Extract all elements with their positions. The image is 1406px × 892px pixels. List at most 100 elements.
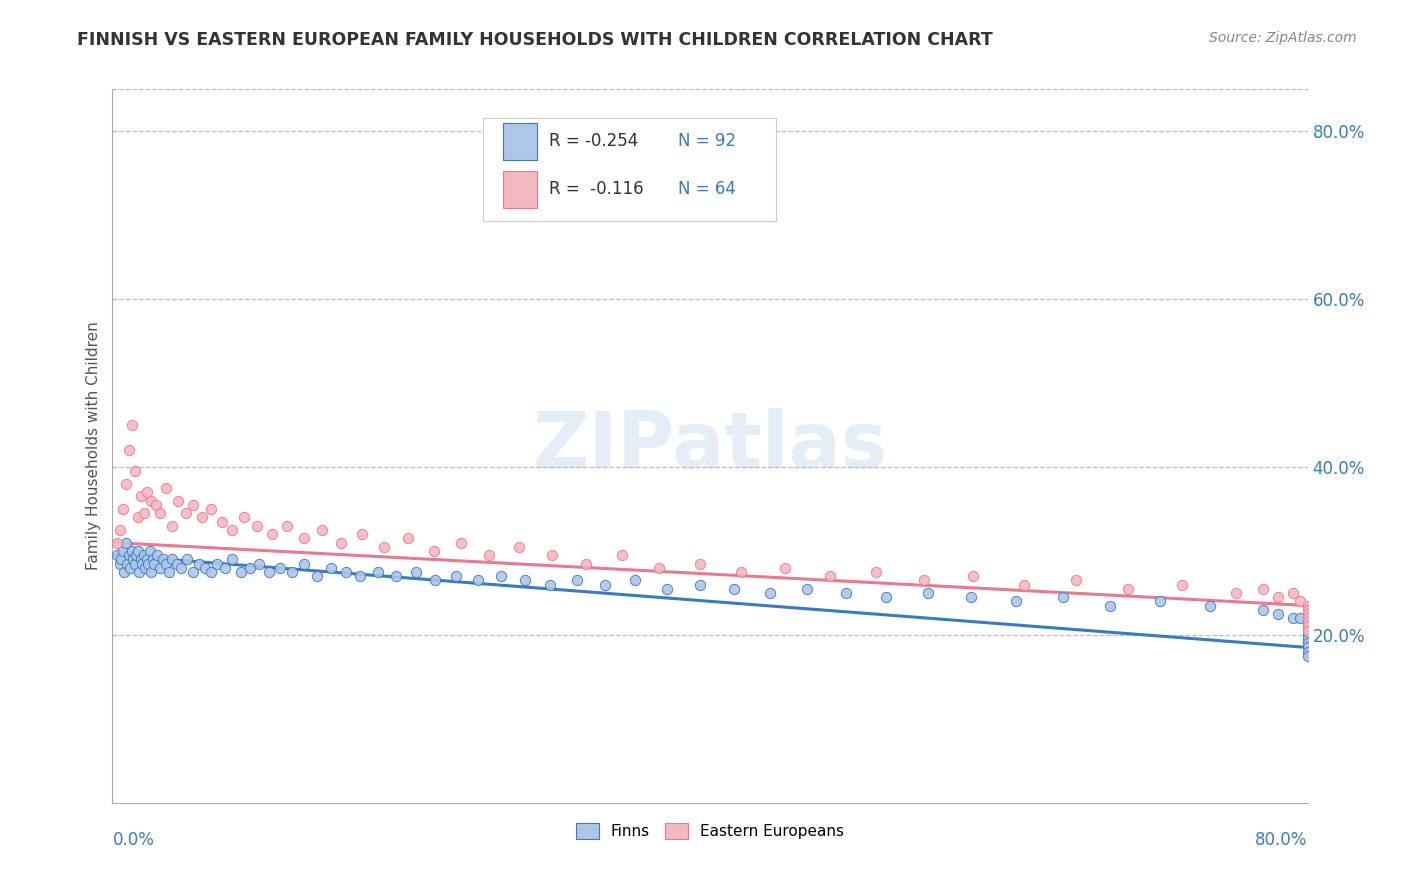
Point — [450, 535, 472, 549]
Point — [105, 548, 128, 562]
Point — [330, 535, 353, 549]
FancyBboxPatch shape — [484, 118, 776, 221]
Point — [723, 582, 745, 596]
Point — [610, 548, 633, 562]
Point — [105, 535, 128, 549]
Point — [1281, 586, 1303, 600]
Point — [276, 518, 298, 533]
Point — [538, 577, 561, 591]
Point — [117, 557, 139, 571]
Point — [205, 557, 228, 571]
Point — [142, 552, 165, 566]
Point — [655, 582, 678, 596]
Legend: Finns, Eastern Europeans: Finns, Eastern Europeans — [569, 817, 851, 845]
Point — [221, 523, 243, 537]
Point — [188, 557, 211, 571]
Point — [149, 506, 172, 520]
Point — [385, 569, 408, 583]
Point — [162, 552, 183, 566]
Point — [259, 565, 281, 579]
Point — [138, 557, 160, 571]
Point — [114, 565, 135, 579]
Point — [1199, 599, 1222, 613]
Point — [125, 548, 148, 562]
Point — [540, 548, 562, 562]
Point — [335, 565, 357, 579]
Point — [214, 560, 236, 574]
FancyBboxPatch shape — [503, 170, 537, 208]
Point — [1296, 628, 1319, 642]
Point — [194, 560, 217, 574]
Text: ZIPatlas: ZIPatlas — [533, 408, 887, 484]
Point — [110, 552, 132, 566]
Point — [1296, 603, 1319, 617]
Point — [1099, 599, 1122, 613]
Point — [565, 574, 588, 588]
Point — [595, 577, 617, 591]
Text: R =  -0.116: R = -0.116 — [548, 180, 644, 198]
Point — [1171, 577, 1194, 591]
Point — [912, 574, 935, 588]
Point — [513, 574, 536, 588]
Text: N = 92: N = 92 — [678, 132, 735, 150]
Point — [648, 560, 671, 574]
Point — [1267, 590, 1289, 604]
Point — [200, 502, 222, 516]
Text: FINNISH VS EASTERN EUROPEAN FAMILY HOUSEHOLDS WITH CHILDREN CORRELATION CHART: FINNISH VS EASTERN EUROPEAN FAMILY HOUSE… — [77, 31, 993, 49]
Point — [157, 565, 180, 579]
Text: N = 64: N = 64 — [678, 180, 735, 198]
Point — [1281, 611, 1303, 625]
Point — [129, 489, 152, 503]
Point — [1296, 615, 1319, 630]
Point — [319, 560, 342, 574]
Point — [246, 518, 269, 533]
Point — [373, 540, 395, 554]
Point — [124, 464, 146, 478]
Point — [1225, 586, 1247, 600]
Point — [132, 506, 155, 520]
Point — [111, 544, 134, 558]
Point — [155, 481, 177, 495]
Point — [467, 574, 489, 588]
Point — [1296, 619, 1319, 633]
Point — [120, 560, 142, 574]
Point — [1251, 582, 1274, 596]
Point — [759, 586, 782, 600]
Point — [134, 560, 156, 574]
Point — [311, 523, 333, 537]
Point — [128, 565, 150, 579]
Point — [181, 498, 204, 512]
Point — [730, 565, 752, 579]
Point — [132, 548, 155, 562]
Point — [281, 565, 304, 579]
Point — [1296, 619, 1319, 633]
Text: 80.0%: 80.0% — [1256, 831, 1308, 849]
Point — [1296, 615, 1319, 630]
Point — [773, 560, 796, 574]
Point — [575, 557, 598, 571]
Point — [1251, 603, 1274, 617]
Point — [307, 569, 329, 583]
Point — [1064, 574, 1087, 588]
Point — [960, 590, 983, 604]
Point — [269, 560, 291, 574]
Point — [211, 515, 233, 529]
Point — [1296, 648, 1319, 663]
Point — [115, 476, 138, 491]
Point — [292, 532, 315, 546]
Point — [1296, 640, 1319, 655]
Point — [141, 493, 163, 508]
Point — [396, 532, 419, 546]
Point — [262, 527, 284, 541]
Point — [1267, 607, 1289, 621]
Point — [1289, 611, 1312, 625]
Point — [875, 590, 897, 604]
Point — [135, 552, 157, 566]
Y-axis label: Family Households with Children: Family Households with Children — [86, 322, 101, 570]
Point — [425, 574, 447, 588]
Point — [174, 506, 197, 520]
Point — [1118, 582, 1140, 596]
Point — [1296, 599, 1319, 613]
Point — [170, 560, 193, 574]
Point — [349, 569, 371, 583]
